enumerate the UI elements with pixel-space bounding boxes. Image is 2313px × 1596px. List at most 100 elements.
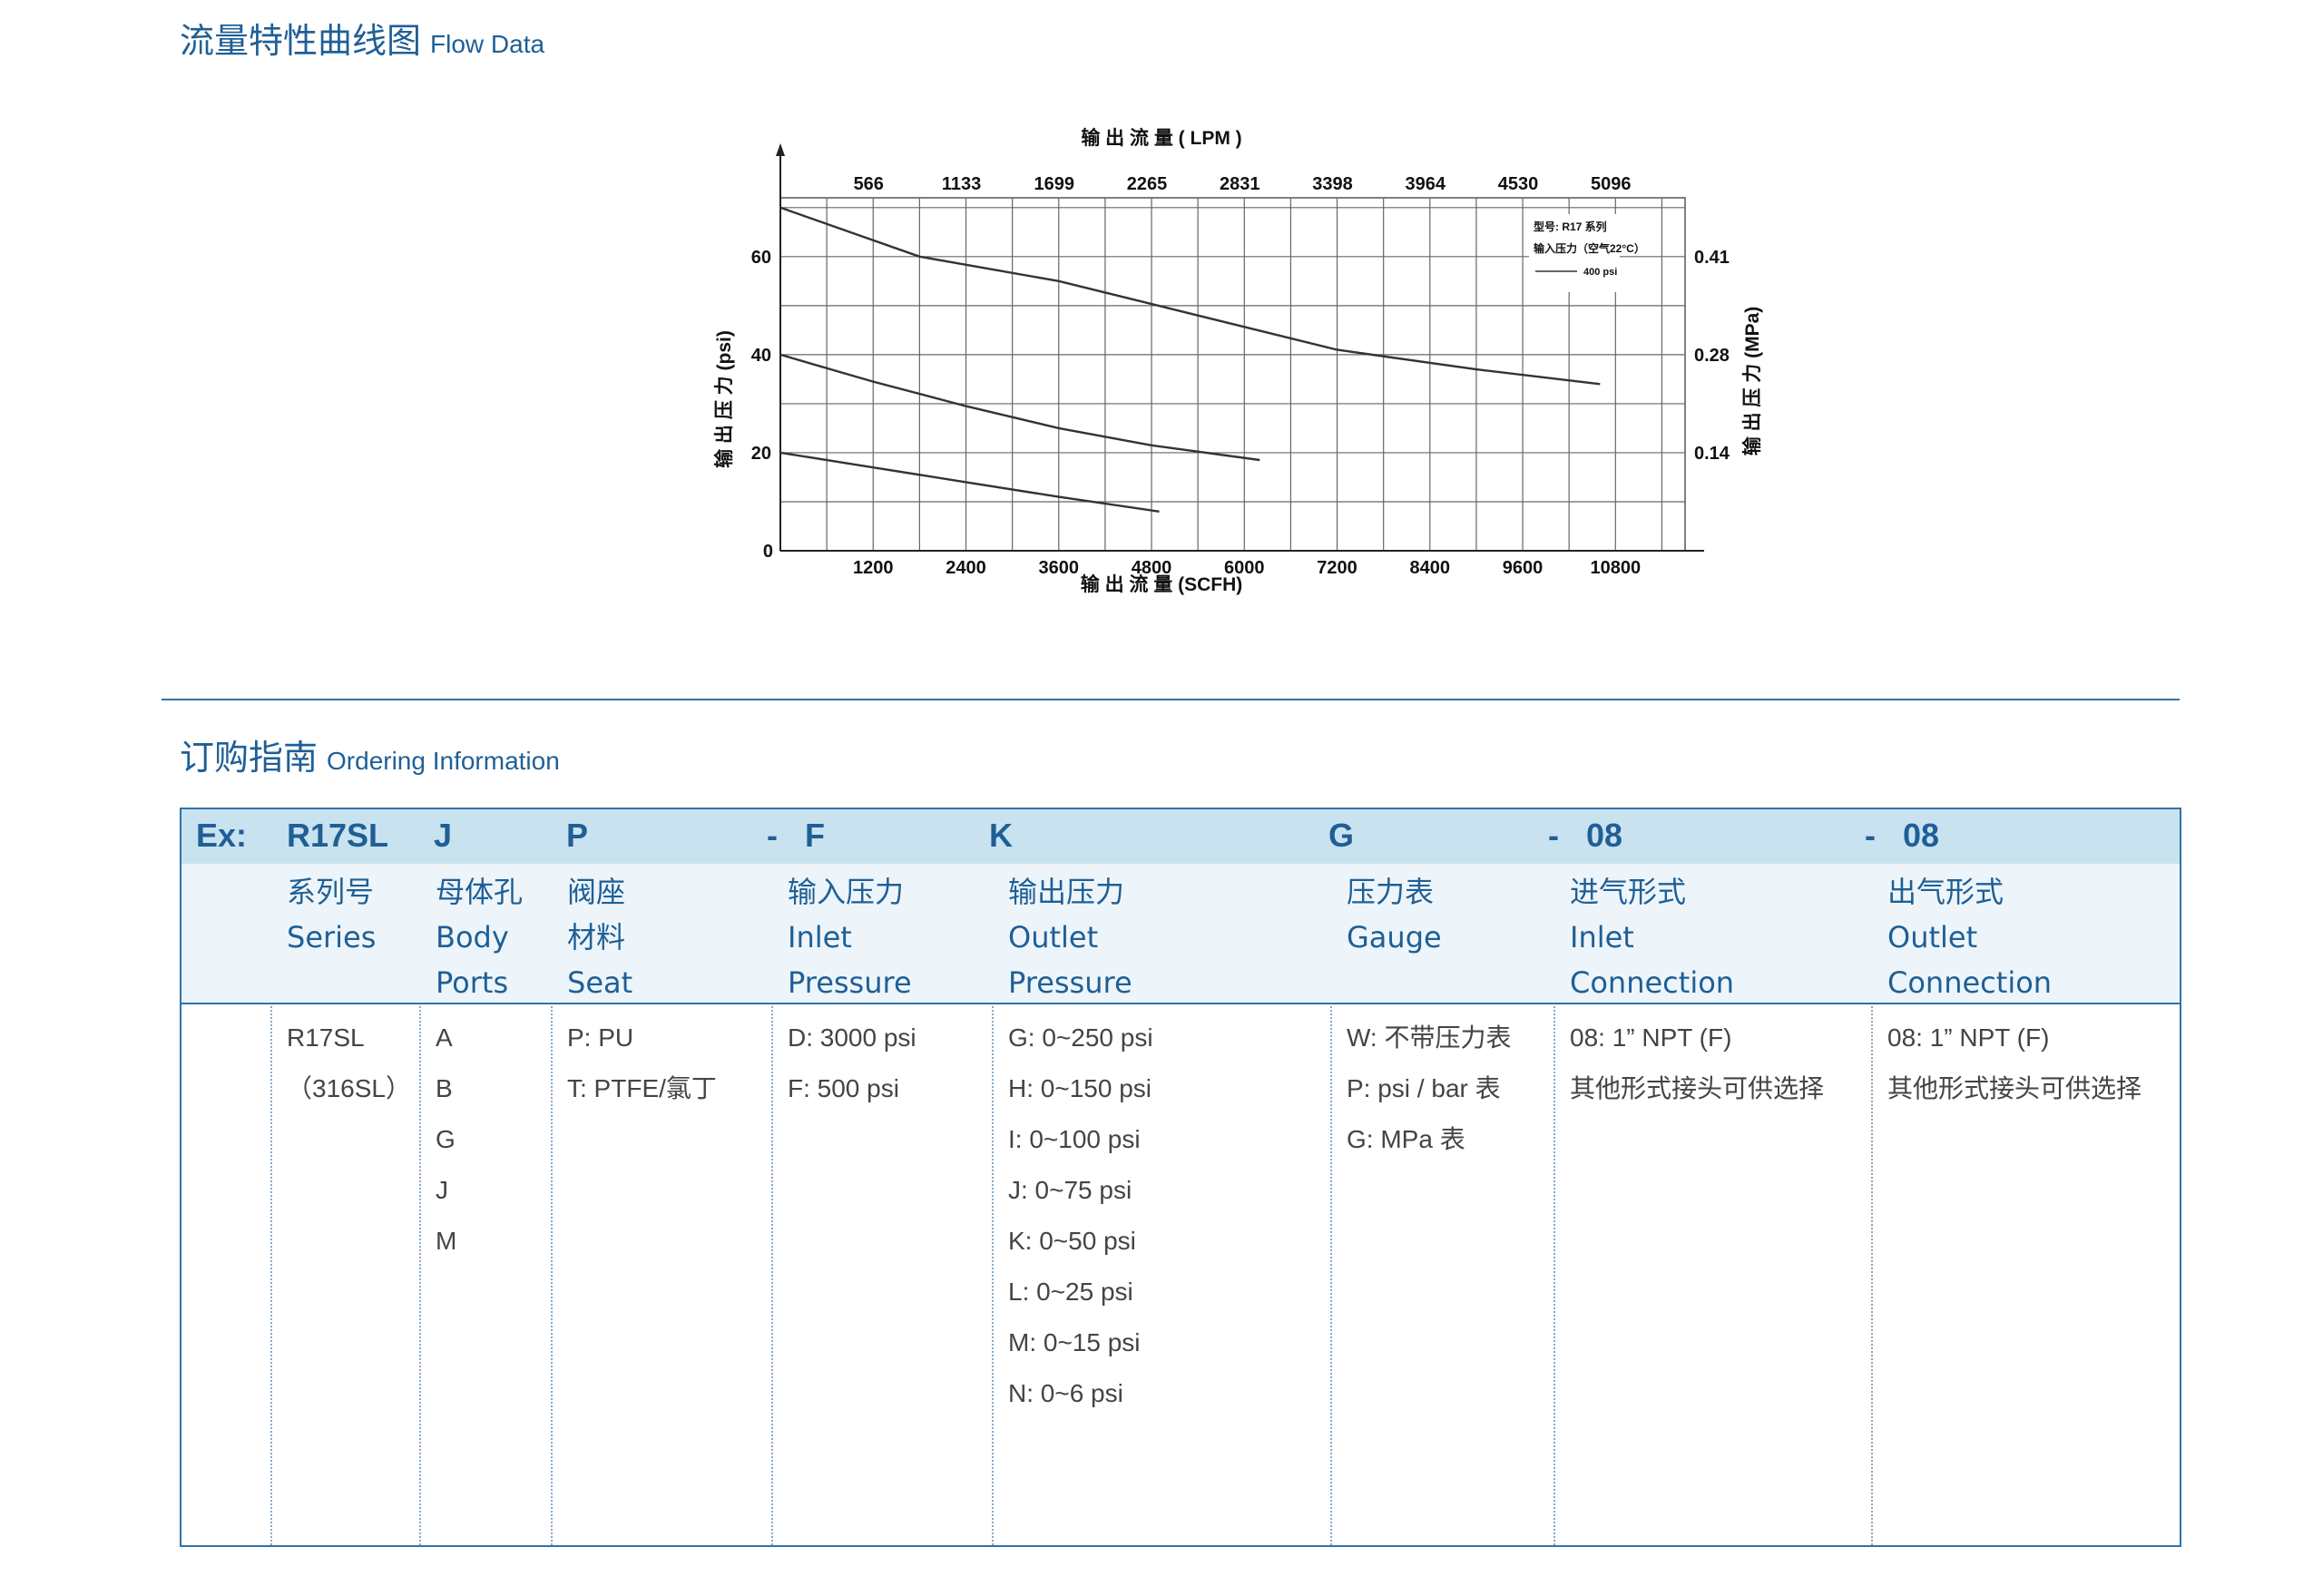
- chart-ylabel-left: 输 出 压 力 (psi): [713, 330, 735, 468]
- column-values: 08: 1” NPT (F) 其他形式接头可供选择: [1887, 1013, 2141, 1114]
- column-divider: [270, 1006, 272, 1545]
- column-header-en1: Gauge: [1347, 920, 1442, 955]
- series-line-2: [779, 353, 1260, 462]
- chart-title: 输 出 流 量 ( LPM ): [1081, 127, 1241, 149]
- option-value: R17SL: [287, 1023, 365, 1052]
- option-value: G: MPa 表: [1347, 1125, 1465, 1153]
- column-header-zh: 系列号: [287, 875, 375, 909]
- legend-entry: 400 psi: [1583, 267, 1617, 278]
- x-tick-label: 8400: [1410, 558, 1451, 578]
- option-value: P: psi / bar 表: [1347, 1074, 1501, 1102]
- code-segment: K: [989, 817, 1013, 854]
- column-header-zh: 进气形式: [1570, 875, 1687, 909]
- column-header-en2: Pressure: [1008, 965, 1132, 1000]
- column-divider: [992, 1006, 994, 1545]
- column-header: 输出压力 Outlet Pressure: [1008, 869, 1132, 1005]
- column-header-en2: Connection: [1887, 965, 2053, 1000]
- column-header: 母体孔 Body Ports: [436, 869, 523, 1005]
- option-value: H: 0~150 psi: [1008, 1074, 1152, 1102]
- column-values: G: 0~250 psi H: 0~150 psi I: 0~100 psi J: 0…: [1008, 1013, 1153, 1419]
- column-header-en1: 材料: [567, 920, 626, 955]
- series-line-1: [779, 206, 1601, 386]
- option-value: M: [436, 1227, 457, 1255]
- column-divider: [419, 1006, 421, 1545]
- column-values: R17SL （316SL）: [287, 1013, 411, 1114]
- code-row: [181, 809, 2180, 864]
- column-header-en1: Inlet: [788, 920, 852, 955]
- flow-data-title-zh: 流量特性曲线图: [180, 21, 422, 61]
- chart-axes: [776, 143, 1704, 552]
- flow-data-heading: 流量特性曲线图 Flow Data: [180, 13, 544, 63]
- column-header-en2: Pressure: [788, 965, 912, 1000]
- option-value: D: 3000 psi: [788, 1023, 916, 1052]
- option-value: J: 0~75 psi: [1008, 1176, 1132, 1204]
- column-header-zh: 输入压力: [788, 875, 905, 909]
- section-divider: [162, 699, 2180, 700]
- flow-data-title-en: Flow Data: [430, 30, 545, 58]
- y-right-tick-label: 0.14: [1694, 444, 1730, 464]
- y-tick-label: 20: [751, 444, 771, 464]
- y-tick-label: 60: [751, 248, 771, 268]
- option-value: K: 0~50 psi: [1008, 1227, 1136, 1255]
- column-header-en1: Outlet: [1887, 920, 1978, 955]
- option-value: N: 0~6 psi: [1008, 1379, 1123, 1407]
- column-header-zh: 母体孔: [436, 875, 524, 909]
- option-value: 其他形式接头可供选择: [1570, 1074, 1825, 1102]
- option-value: G: [436, 1125, 456, 1153]
- x-tick-label: 10800: [1590, 558, 1641, 578]
- column-header: 压力表 Gauge: [1347, 869, 1442, 960]
- column-divider: [1871, 1006, 1873, 1545]
- y-right-tick-label: 0.41: [1694, 248, 1730, 268]
- option-value: 其他形式接头可供选择: [1887, 1074, 2142, 1102]
- column-divider: [551, 1006, 553, 1545]
- x-top-tick-label: 4530: [1498, 174, 1539, 194]
- column-divider: [771, 1006, 773, 1545]
- option-value: F: 500 psi: [788, 1074, 899, 1102]
- column-header-en2: Ports: [436, 965, 509, 1000]
- column-values: 08: 1” NPT (F) 其他形式接头可供选择: [1570, 1013, 1824, 1114]
- y-right-tick-label: 0.28: [1694, 346, 1730, 366]
- code-segment: P: [566, 817, 589, 854]
- option-value: W: 不带压力表: [1347, 1023, 1512, 1052]
- column-header-en2: Connection: [1570, 965, 1735, 1000]
- description-row: [181, 864, 2180, 1004]
- ordering-title-en: Ordering Information: [327, 747, 560, 775]
- column-header-zh: 阀座: [567, 875, 626, 909]
- column-header-en2: Seat: [567, 965, 633, 1000]
- column-header: 出气形式 Outlet Connection: [1887, 869, 2052, 1005]
- code-segment: - 08: [1548, 817, 1623, 854]
- column-header-en1: Inlet: [1570, 920, 1634, 955]
- x-top-tick-label: 2831: [1220, 174, 1260, 194]
- column-values: D: 3000 psi F: 500 psi: [788, 1013, 916, 1114]
- code-segment: - F: [767, 817, 825, 854]
- column-header-zh: 压力表: [1347, 875, 1435, 909]
- code-segment: R17SL: [287, 817, 389, 854]
- column-divider: [1553, 1006, 1555, 1545]
- column-values: P: PU T: PTFE/氯丁: [567, 1013, 717, 1114]
- x-tick-label: 9600: [1503, 558, 1544, 578]
- column-header: 进气形式 Inlet Connection: [1570, 869, 1734, 1005]
- column-header: 系列号 Series: [287, 869, 376, 960]
- code-segment: G: [1328, 817, 1355, 854]
- x-tick-label: 1200: [853, 558, 894, 578]
- column-divider: [1330, 1006, 1332, 1545]
- chart-ylabel-right: 输 出 压 力 (MPa): [1741, 307, 1763, 456]
- x-top-tick-label: 3398: [1312, 174, 1353, 194]
- x-tick-label: 3600: [1039, 558, 1080, 578]
- y-tick-label: 40: [751, 346, 771, 366]
- option-value: B: [436, 1074, 453, 1102]
- flow-chart: 1200 2400 3600 4800 6000 7200 8400 9600 10800 566…: [713, 127, 1763, 595]
- column-header-zh: 输出压力: [1008, 875, 1125, 909]
- y-tick-label: 0: [763, 542, 773, 562]
- code-segment: - 08: [1865, 817, 1940, 854]
- option-value: M: 0~15 psi: [1008, 1328, 1141, 1356]
- x-tick-label: 7200: [1317, 558, 1357, 578]
- chart-legend: 型号: R17 系列 输入压力（空气22°C） 400 psi: [1529, 214, 1645, 292]
- column-header: 输入压力 Inlet Pressure: [788, 869, 912, 1005]
- column-header-zh: 出气形式: [1887, 875, 2004, 909]
- chart-series: [779, 206, 1601, 513]
- ordering-title-zh: 订购指南: [180, 738, 319, 778]
- ordering-table: Ex: R17SL J P - F K G - 08 - 08 系列号 Series R17SL （31…: [180, 808, 2181, 1547]
- x-top-tick-label: 2265: [1127, 174, 1168, 194]
